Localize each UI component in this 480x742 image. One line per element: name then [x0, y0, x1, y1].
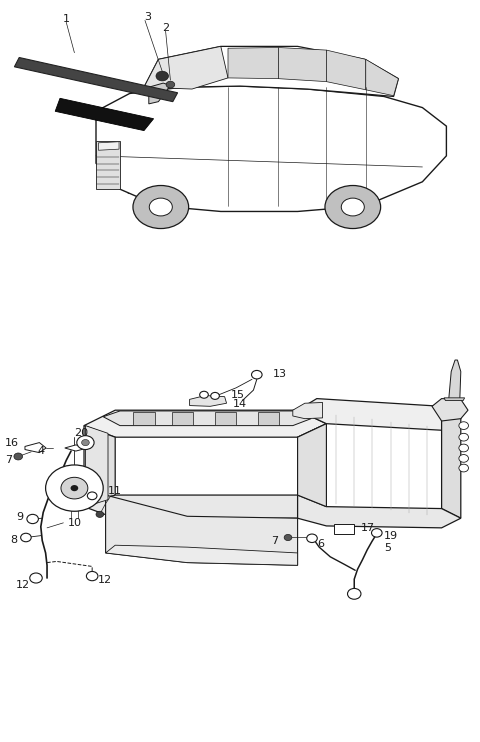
Text: 1: 1 [63, 13, 70, 24]
Text: 3: 3 [144, 12, 151, 22]
Polygon shape [106, 545, 298, 565]
Polygon shape [366, 59, 398, 96]
Circle shape [149, 198, 172, 216]
Circle shape [87, 492, 97, 499]
Circle shape [459, 421, 468, 430]
Polygon shape [278, 47, 326, 82]
Circle shape [252, 370, 262, 379]
Polygon shape [326, 50, 366, 90]
Text: 9: 9 [17, 513, 24, 522]
Text: 15: 15 [230, 390, 244, 400]
Text: 20: 20 [74, 428, 89, 439]
Text: 7: 7 [271, 536, 278, 545]
Text: 10: 10 [67, 518, 82, 528]
Text: 13: 13 [273, 369, 287, 378]
Polygon shape [84, 410, 326, 437]
Text: 19: 19 [384, 531, 398, 541]
Polygon shape [98, 142, 119, 150]
Polygon shape [298, 424, 326, 507]
Circle shape [307, 534, 317, 542]
Circle shape [27, 514, 38, 524]
Polygon shape [84, 495, 326, 518]
Circle shape [86, 571, 98, 581]
Polygon shape [65, 445, 87, 451]
Polygon shape [55, 99, 154, 131]
FancyBboxPatch shape [215, 413, 236, 425]
Text: 11: 11 [108, 486, 122, 496]
Circle shape [61, 477, 88, 499]
Text: 18: 18 [72, 486, 87, 496]
Polygon shape [144, 46, 398, 96]
Polygon shape [84, 426, 115, 507]
Polygon shape [85, 426, 108, 507]
Circle shape [133, 186, 189, 229]
Circle shape [200, 391, 208, 398]
Circle shape [96, 511, 104, 517]
Circle shape [325, 186, 381, 229]
Text: 12: 12 [16, 580, 30, 590]
FancyBboxPatch shape [172, 413, 193, 425]
Circle shape [372, 528, 382, 537]
Text: 17: 17 [361, 523, 375, 533]
FancyBboxPatch shape [334, 525, 354, 533]
Circle shape [341, 198, 364, 216]
FancyBboxPatch shape [258, 413, 279, 425]
Circle shape [21, 533, 31, 542]
Circle shape [459, 455, 468, 462]
Circle shape [82, 439, 89, 446]
Polygon shape [298, 398, 461, 430]
Polygon shape [298, 424, 326, 518]
Polygon shape [25, 442, 46, 453]
Text: 5: 5 [384, 543, 391, 554]
Circle shape [14, 453, 23, 460]
Circle shape [156, 71, 168, 81]
Text: 8: 8 [10, 535, 17, 545]
Polygon shape [96, 86, 446, 211]
Text: 14: 14 [233, 399, 247, 410]
Circle shape [211, 393, 219, 399]
Polygon shape [144, 46, 228, 89]
Text: 2: 2 [162, 23, 169, 33]
Polygon shape [190, 395, 227, 407]
Circle shape [284, 534, 292, 541]
Polygon shape [96, 141, 120, 189]
Polygon shape [149, 83, 170, 104]
Circle shape [46, 465, 103, 511]
Circle shape [459, 444, 468, 452]
Circle shape [30, 573, 42, 583]
Circle shape [71, 485, 78, 491]
Polygon shape [432, 398, 468, 421]
Polygon shape [228, 47, 278, 79]
Polygon shape [444, 398, 465, 401]
Text: 4: 4 [37, 446, 44, 456]
Circle shape [77, 436, 94, 450]
Polygon shape [293, 402, 323, 418]
Text: 16: 16 [5, 438, 19, 448]
FancyBboxPatch shape [133, 413, 155, 425]
Polygon shape [103, 411, 311, 426]
Text: 12: 12 [97, 575, 112, 585]
Text: 7: 7 [5, 456, 12, 465]
Polygon shape [442, 407, 461, 518]
Polygon shape [14, 57, 178, 102]
Circle shape [459, 464, 468, 472]
Circle shape [459, 433, 468, 441]
Polygon shape [106, 495, 298, 565]
Circle shape [348, 588, 361, 600]
Polygon shape [298, 495, 461, 528]
Circle shape [166, 81, 175, 88]
Polygon shape [449, 360, 461, 398]
Text: 6: 6 [317, 539, 324, 548]
